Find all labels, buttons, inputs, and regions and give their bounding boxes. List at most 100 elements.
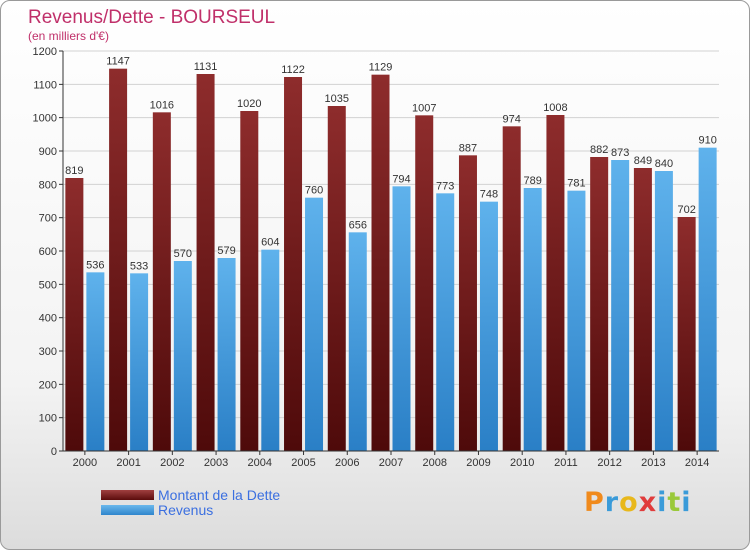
axes: 0 100 200 300 400 500 600 700 800 900 1000 1100 1200… [33, 46, 719, 469]
x-tick-label: 2001 [116, 457, 140, 469]
bar-debt [152, 112, 171, 451]
data-label-debt: 1035 [325, 93, 349, 105]
data-label-revenue: 781 [567, 178, 585, 190]
x-tick-label: 2009 [466, 457, 490, 469]
data-label-revenue: 536 [86, 259, 104, 271]
bar-revenue [305, 197, 324, 451]
bar-debt [327, 106, 346, 451]
logo-letter: x [638, 487, 658, 518]
bar-revenue [86, 272, 105, 451]
y-tick-label: 600 [39, 246, 57, 258]
chart-title: Revenus/Dette - BOURSEUL [28, 7, 276, 28]
bar-revenue [654, 171, 673, 451]
data-label-debt: 1020 [237, 98, 261, 110]
data-label-debt: 882 [590, 144, 608, 156]
x-tick-label: 2011 [554, 457, 578, 469]
bar-debt [240, 111, 259, 451]
data-label-debt: 1131 [194, 61, 218, 73]
chart-subtitle: (en milliers d'€) [28, 29, 109, 43]
logo-letter: i [657, 487, 668, 518]
data-label-revenue: 760 [305, 185, 323, 197]
legend-label-debt: Montant de la Dette [158, 486, 281, 503]
y-tick-label: 0 [51, 446, 57, 458]
data-label-debt: 1008 [543, 102, 567, 114]
x-tick-label: 2010 [510, 457, 534, 469]
bar-revenue [348, 232, 367, 451]
y-tick-label: 300 [39, 346, 57, 358]
bar-debt [196, 74, 215, 451]
legend: Montant de la Dette Revenus [101, 486, 281, 518]
x-tick-label: 2013 [641, 457, 665, 469]
data-label-debt: 702 [677, 204, 695, 216]
bar-revenue [217, 258, 236, 451]
bar-debt [415, 115, 434, 451]
data-label-debt: 819 [65, 165, 83, 177]
legend-swatch-revenue [101, 504, 154, 515]
data-label-debt: 1129 [369, 62, 393, 74]
data-label-revenue: 748 [480, 189, 498, 201]
bar-debt [371, 74, 390, 452]
bars [65, 68, 717, 452]
x-tick-label: 2005 [291, 457, 315, 469]
data-label-debt: 887 [459, 142, 477, 154]
data-labels: 819 536 1147 533 1016 570 1131 579 1020 604 1122 76… [65, 56, 717, 273]
x-tick-label: 2000 [73, 457, 97, 469]
data-label-debt: 1147 [106, 56, 130, 68]
x-tick-label: 2002 [160, 457, 184, 469]
data-label-revenue: 789 [524, 175, 542, 187]
y-tick-label: 900 [39, 146, 57, 158]
bar-revenue [698, 147, 717, 451]
bar-debt [546, 115, 565, 451]
bar-debt [633, 168, 652, 451]
data-label-revenue: 579 [217, 245, 235, 257]
data-label-revenue: 570 [174, 248, 192, 260]
legend-swatch-debt [101, 489, 154, 500]
bar-debt [284, 77, 303, 451]
bar-revenue [567, 190, 586, 451]
logo-letter: i [681, 487, 692, 518]
y-tick-label: 1000 [33, 113, 57, 125]
logo-letter: t [667, 487, 682, 518]
legend-item-debt: Montant de la Dette [101, 486, 281, 503]
x-tick-label: 2012 [597, 457, 621, 469]
data-label-revenue: 533 [130, 260, 148, 272]
bar-revenue [479, 201, 498, 451]
data-label-debt: 1122 [281, 64, 305, 76]
data-label-revenue: 910 [698, 135, 716, 147]
data-label-revenue: 604 [261, 237, 279, 249]
y-tick-label: 1100 [33, 79, 57, 91]
y-tick-label: 100 [39, 413, 57, 425]
x-tick-label: 2004 [248, 457, 272, 469]
bar-revenue [261, 249, 280, 451]
data-label-debt: 974 [503, 113, 521, 125]
y-tick-label: 500 [39, 279, 57, 291]
legend-label-revenue: Revenus [158, 501, 214, 518]
proxiti-logo: Proxiti [584, 487, 692, 518]
bar-debt [458, 155, 477, 452]
bar-debt [677, 217, 696, 451]
logo-letter: r [604, 487, 620, 518]
y-tick-label: 700 [39, 213, 57, 225]
grid-lines [63, 50, 719, 452]
y-tick-label: 800 [39, 179, 57, 191]
bar-debt [65, 178, 84, 451]
x-tick-label: 2014 [685, 457, 709, 469]
bar-revenue [392, 186, 411, 452]
logo-letter: o [619, 487, 639, 518]
data-label-revenue: 773 [436, 180, 454, 192]
bar-revenue [130, 273, 149, 451]
data-label-debt: 849 [634, 155, 652, 167]
data-label-debt: 1016 [150, 99, 174, 111]
x-tick-label: 2007 [379, 457, 403, 469]
bar-revenue [436, 193, 455, 452]
logo-letter: P [584, 487, 605, 518]
bar-revenue [611, 160, 630, 451]
y-tick-label: 1200 [33, 46, 57, 58]
y-tick-label: 200 [39, 379, 57, 391]
bar-debt [502, 126, 521, 451]
data-label-revenue: 840 [655, 158, 673, 170]
bar-debt [109, 68, 128, 452]
data-label-revenue: 794 [392, 173, 410, 185]
x-tick-label: 2008 [422, 457, 446, 469]
